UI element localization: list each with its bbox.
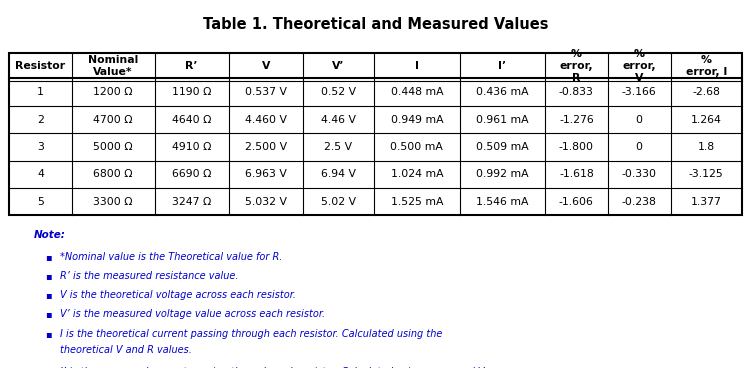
Text: 0: 0 — [635, 142, 643, 152]
Text: R’: R’ — [185, 61, 198, 71]
Text: 5.02 V: 5.02 V — [321, 197, 356, 206]
Text: 4700 Ω: 4700 Ω — [93, 114, 133, 124]
Text: 3300 Ω: 3300 Ω — [93, 197, 133, 206]
Text: 0.992 mA: 0.992 mA — [476, 169, 529, 179]
Text: ▪: ▪ — [45, 367, 52, 368]
Text: V is the theoretical voltage across each resistor.: V is the theoretical voltage across each… — [60, 290, 296, 300]
Text: 3: 3 — [37, 142, 44, 152]
Text: Note:: Note: — [34, 230, 65, 240]
Text: 0: 0 — [635, 114, 643, 124]
Text: 4640 Ω: 4640 Ω — [172, 114, 211, 124]
Text: 1.546 mA: 1.546 mA — [476, 197, 529, 206]
Text: 1.264: 1.264 — [691, 114, 722, 124]
Text: 0.537 V: 0.537 V — [245, 87, 287, 97]
Text: V: V — [261, 61, 270, 71]
Text: 4.46 V: 4.46 V — [321, 114, 356, 124]
Text: 1.377: 1.377 — [691, 197, 722, 206]
Text: 5.032 V: 5.032 V — [245, 197, 287, 206]
Text: %
error,
R: % error, R — [559, 49, 593, 82]
Text: -1.618: -1.618 — [559, 169, 594, 179]
Text: 6.94 V: 6.94 V — [321, 169, 356, 179]
Text: I’ is the measured current passing through each resistor. Calculated using measu: I’ is the measured current passing throu… — [60, 367, 484, 368]
Text: %
error,
V: % error, V — [623, 49, 656, 82]
Text: 1.024 mA: 1.024 mA — [391, 169, 443, 179]
Bar — [9, 53, 742, 215]
Text: %
error, I: % error, I — [686, 55, 727, 77]
Text: -1.606: -1.606 — [559, 197, 594, 206]
Text: 0.949 mA: 0.949 mA — [391, 114, 443, 124]
Text: -2.68: -2.68 — [692, 87, 720, 97]
Text: V’ is the measured voltage value across each resistor.: V’ is the measured voltage value across … — [60, 309, 325, 319]
Text: -0.833: -0.833 — [559, 87, 594, 97]
Text: 5000 Ω: 5000 Ω — [93, 142, 133, 152]
Text: -3.125: -3.125 — [689, 169, 724, 179]
Text: R’ is the measured resistance value.: R’ is the measured resistance value. — [60, 271, 239, 281]
Text: 6690 Ω: 6690 Ω — [172, 169, 211, 179]
Text: 4.460 V: 4.460 V — [245, 114, 287, 124]
Text: *Nominal value is the Theoretical value for R.: *Nominal value is the Theoretical value … — [60, 252, 282, 262]
Text: 1.8: 1.8 — [698, 142, 715, 152]
Text: -1.800: -1.800 — [559, 142, 594, 152]
Text: -0.330: -0.330 — [622, 169, 656, 179]
Text: I: I — [415, 61, 419, 71]
Text: ▪: ▪ — [45, 329, 52, 339]
Text: 0.52 V: 0.52 V — [321, 87, 356, 97]
Text: 5: 5 — [37, 197, 44, 206]
Text: theoretical V and R values.: theoretical V and R values. — [60, 345, 192, 355]
Text: 2: 2 — [37, 114, 44, 124]
Text: 6.963 V: 6.963 V — [245, 169, 287, 179]
Text: 4: 4 — [37, 169, 44, 179]
Text: Table 1. Theoretical and Measured Values: Table 1. Theoretical and Measured Values — [203, 17, 548, 32]
Text: 0.436 mA: 0.436 mA — [476, 87, 529, 97]
Text: ▪: ▪ — [45, 309, 52, 319]
Text: 2.5 V: 2.5 V — [324, 142, 352, 152]
Text: 0.448 mA: 0.448 mA — [391, 87, 443, 97]
Text: 1.525 mA: 1.525 mA — [391, 197, 443, 206]
Text: 3247 Ω: 3247 Ω — [172, 197, 211, 206]
Text: ▪: ▪ — [45, 290, 52, 300]
Text: 1: 1 — [37, 87, 44, 97]
Text: 1200 Ω: 1200 Ω — [93, 87, 133, 97]
Text: I’: I’ — [498, 61, 506, 71]
Text: 4910 Ω: 4910 Ω — [172, 142, 211, 152]
Text: 2.500 V: 2.500 V — [245, 142, 287, 152]
Text: I is the theoretical current passing through each resistor. Calculated using the: I is the theoretical current passing thr… — [60, 329, 442, 339]
Text: -0.238: -0.238 — [622, 197, 656, 206]
Text: V’: V’ — [332, 61, 345, 71]
Text: -3.166: -3.166 — [622, 87, 656, 97]
Text: 0.509 mA: 0.509 mA — [476, 142, 529, 152]
Text: 0.961 mA: 0.961 mA — [476, 114, 529, 124]
Text: Resistor: Resistor — [15, 61, 65, 71]
Text: 6800 Ω: 6800 Ω — [93, 169, 133, 179]
Text: ▪: ▪ — [45, 252, 52, 262]
Text: Nominal
Value*: Nominal Value* — [88, 55, 138, 77]
Text: 0.500 mA: 0.500 mA — [391, 142, 443, 152]
Text: -1.276: -1.276 — [559, 114, 594, 124]
Text: 1190 Ω: 1190 Ω — [172, 87, 211, 97]
Text: ▪: ▪ — [45, 271, 52, 281]
